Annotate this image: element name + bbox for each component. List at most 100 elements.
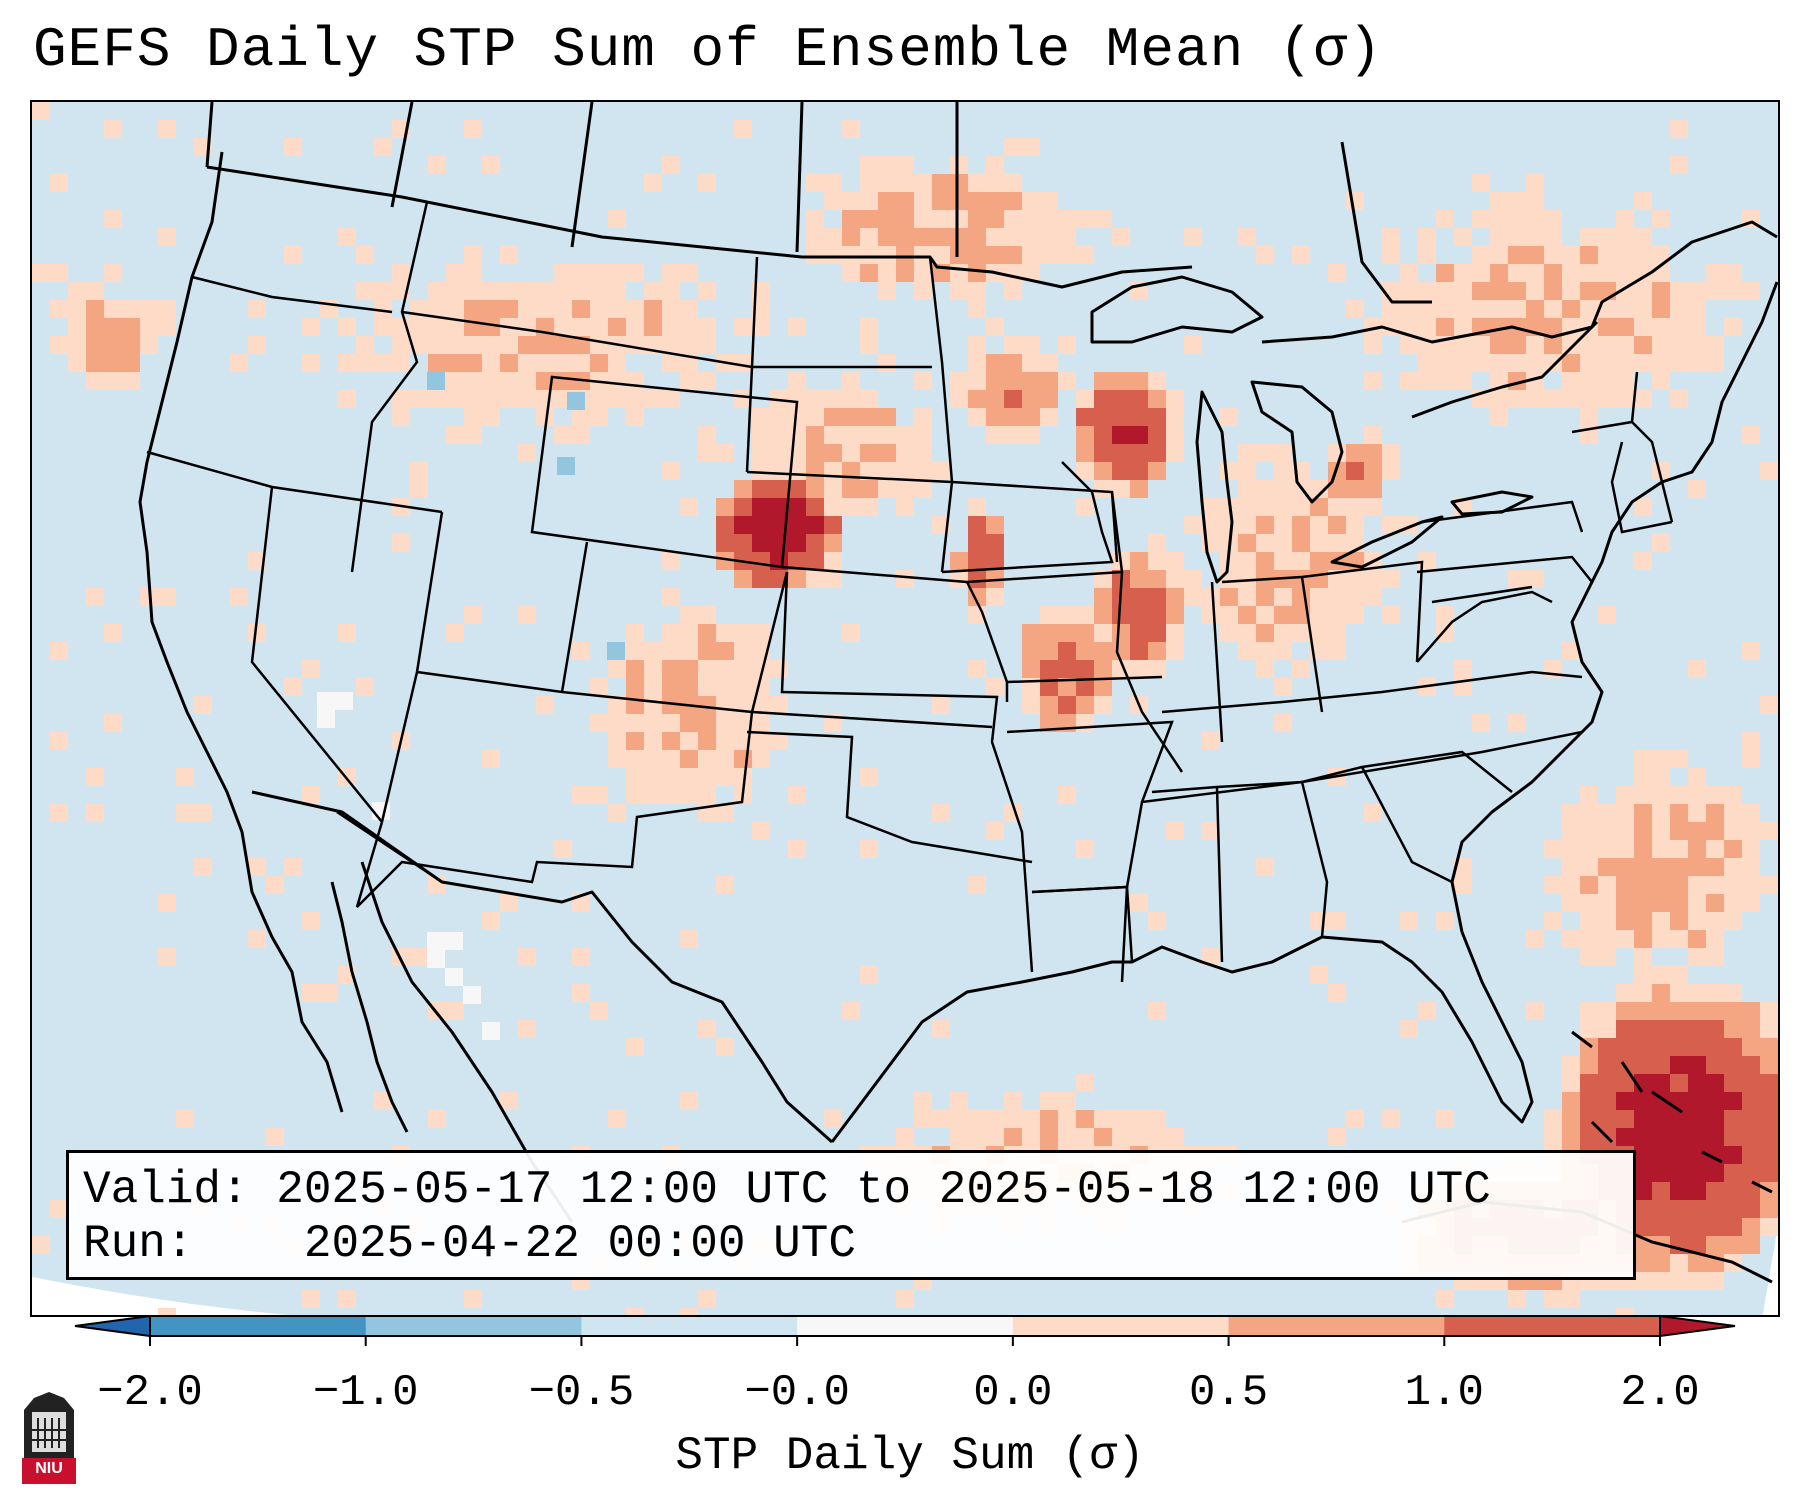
stp-cell (1634, 1038, 1652, 1056)
stp-cell (1112, 480, 1130, 498)
stp-cell (1094, 678, 1112, 696)
stp-cell (1004, 210, 1022, 228)
stp-cell (1328, 516, 1346, 534)
stp-cell (1490, 282, 1508, 300)
stp-cell (1058, 786, 1076, 804)
stp-cell (1652, 534, 1670, 552)
stp-cell (608, 300, 626, 318)
stp-cell (1562, 282, 1580, 300)
stp-cell (1706, 822, 1724, 840)
stp-cell (860, 840, 878, 858)
stp-cell (1562, 390, 1580, 408)
stp-cell (266, 1128, 284, 1146)
colorbar-tick-label: −1.0 (312, 1368, 419, 1418)
stp-cell (1166, 606, 1184, 624)
stp-cell (698, 174, 716, 192)
stp-cell (1562, 1128, 1580, 1146)
stp-cell (1310, 498, 1328, 516)
stp-cell (1742, 750, 1760, 768)
stp-cell (1634, 984, 1652, 1002)
stp-cell (1058, 624, 1076, 642)
colorbar-tick-label: 1.0 (1404, 1368, 1484, 1418)
stp-cell (698, 732, 716, 750)
state-border-la-ms (1031, 780, 1329, 983)
stp-cell (122, 354, 140, 372)
stp-cell (1580, 408, 1598, 426)
stp-cell-neutral (445, 932, 463, 950)
stp-cell (806, 444, 824, 462)
stp-cell (824, 390, 842, 408)
stp-cell (1778, 642, 1780, 660)
stp-cell (68, 300, 86, 318)
stp-cell (986, 588, 1004, 606)
stp-cell (1004, 354, 1022, 372)
stp-cell (1058, 660, 1076, 678)
stp-cell (752, 822, 770, 840)
stp-cell (1544, 282, 1562, 300)
stp-cell (752, 660, 770, 678)
stp-cell (1148, 570, 1166, 588)
stp-cell (1778, 1074, 1780, 1092)
stp-cell (1688, 1164, 1706, 1182)
stp-cell (698, 678, 716, 696)
stp-cell (824, 570, 842, 588)
stp-cell (1436, 354, 1454, 372)
stp-cell (1094, 444, 1112, 462)
stp-cell (1652, 210, 1670, 228)
stp-cell (1670, 750, 1688, 768)
stp-cell (572, 264, 590, 282)
stp-cell (1562, 1092, 1580, 1110)
stp-cell (518, 390, 536, 408)
stp-cell (1670, 1272, 1688, 1290)
stp-cell (1274, 714, 1292, 732)
colorbar-bin (365, 1316, 582, 1336)
colorbar (74, 1314, 1736, 1346)
stp-cell (1562, 894, 1580, 912)
stp-cell (1328, 444, 1346, 462)
stp-cell (1328, 912, 1346, 930)
stp-cell (464, 354, 482, 372)
stp-cell (878, 354, 896, 372)
stp-cell (878, 228, 896, 246)
stp-cell (1634, 1146, 1652, 1164)
stp-cell (770, 516, 788, 534)
stp-cell (1328, 642, 1346, 660)
stp-cell (770, 444, 788, 462)
stp-cell (680, 660, 698, 678)
stp-cell (1760, 1128, 1778, 1146)
stp-cell (1706, 1272, 1724, 1290)
stp-cell (1562, 858, 1580, 876)
stp-cell (1652, 804, 1670, 822)
stp-cell (788, 840, 806, 858)
stp-cell (1634, 300, 1652, 318)
stp-cell (104, 210, 122, 228)
stp-cell (1490, 300, 1508, 318)
stp-cell (1184, 516, 1202, 534)
stp-cell (1040, 678, 1058, 696)
stp-cell (1526, 570, 1544, 588)
stp-cell (1562, 1110, 1580, 1128)
stp-cell (104, 336, 122, 354)
stp-cell (1202, 516, 1220, 534)
stp-cell-neutral (482, 1022, 500, 1040)
stp-cell (1004, 372, 1022, 390)
lake-michigan (1195, 390, 1234, 584)
stp-cell (950, 156, 968, 174)
stp-cell (1742, 1164, 1760, 1182)
stp-cell (1256, 858, 1274, 876)
stp-cell (698, 750, 716, 768)
stp-cell (752, 408, 770, 426)
stp-cell (1130, 426, 1148, 444)
stp-cell (1670, 1074, 1688, 1092)
stp-cell (482, 354, 500, 372)
stp-cell (1130, 660, 1148, 678)
stp-cell (1166, 390, 1184, 408)
stp-cell (644, 786, 662, 804)
stp-cell (1652, 750, 1670, 768)
run-value: 2025-04-22 00:00 UTC (303, 1218, 856, 1270)
stp-cell (1670, 1182, 1688, 1200)
stp-cell (1436, 282, 1454, 300)
stp-cell (860, 174, 878, 192)
stp-cell (1562, 372, 1580, 390)
stp-cell (1598, 948, 1616, 966)
